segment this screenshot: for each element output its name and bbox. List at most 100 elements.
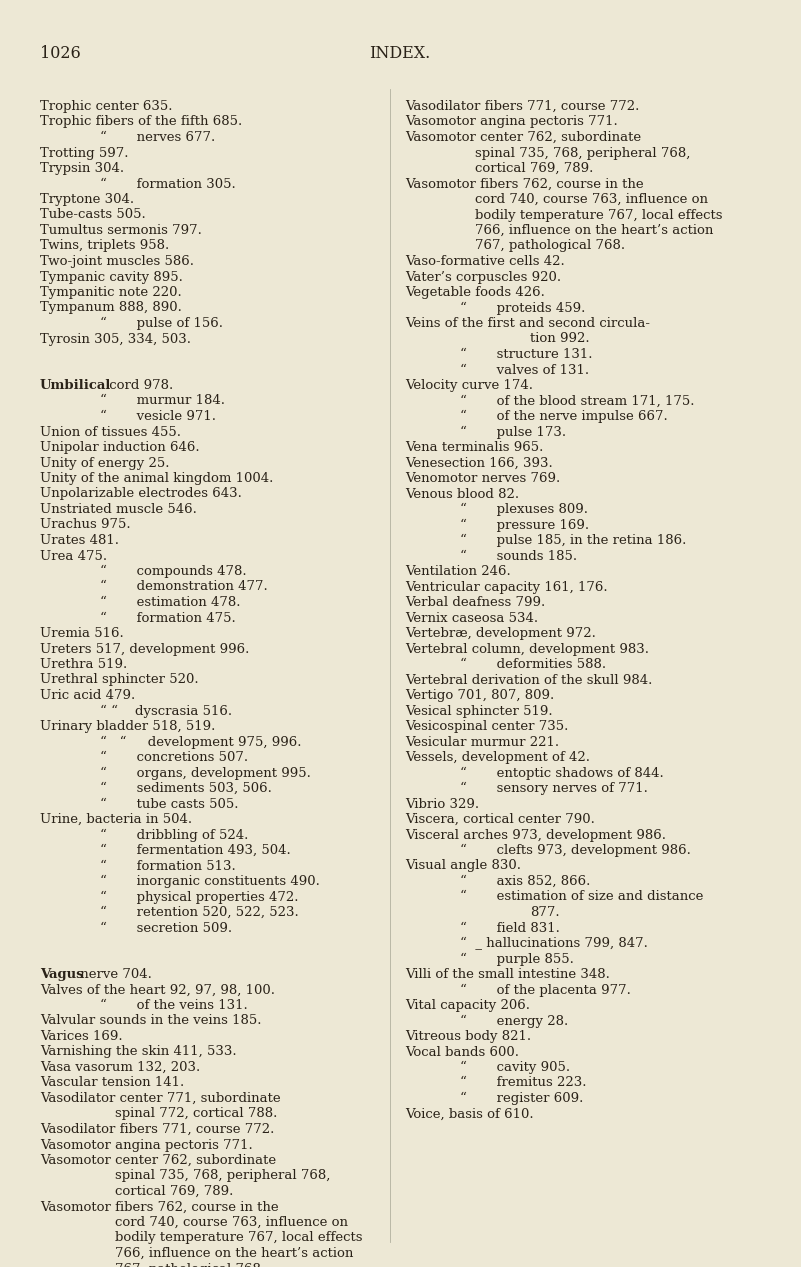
Text: Veins of the first and second circula-: Veins of the first and second circula- bbox=[405, 317, 650, 329]
Text: Unity of the animal kingdom 1004.: Unity of the animal kingdom 1004. bbox=[40, 473, 273, 485]
Text: Unity of energy 25.: Unity of energy 25. bbox=[40, 456, 170, 470]
Text: cord 740, course 763, influence on: cord 740, course 763, influence on bbox=[115, 1216, 348, 1229]
Text: “       fermentation 493, 504.: “ fermentation 493, 504. bbox=[100, 844, 291, 856]
Text: Trophic fibers of the fifth 685.: Trophic fibers of the fifth 685. bbox=[40, 115, 242, 128]
Text: “       pulse 173.: “ pulse 173. bbox=[460, 426, 566, 438]
Text: Voice, basis of 610.: Voice, basis of 610. bbox=[405, 1107, 533, 1120]
Text: Verbal deafness 799.: Verbal deafness 799. bbox=[405, 595, 545, 609]
Text: Twins, triplets 958.: Twins, triplets 958. bbox=[40, 239, 169, 252]
Text: “       murmur 184.: “ murmur 184. bbox=[100, 394, 225, 408]
Text: “       valves of 131.: “ valves of 131. bbox=[460, 364, 589, 376]
Text: Vesicular murmur 221.: Vesicular murmur 221. bbox=[405, 736, 559, 749]
Text: Villi of the small intestine 348.: Villi of the small intestine 348. bbox=[405, 968, 610, 981]
Text: 1026: 1026 bbox=[40, 46, 81, 62]
Text: Vertebral column, development 983.: Vertebral column, development 983. bbox=[405, 642, 649, 655]
Text: “       formation 475.: “ formation 475. bbox=[100, 612, 235, 625]
Text: Uric acid 479.: Uric acid 479. bbox=[40, 689, 135, 702]
Text: Trypsin 304.: Trypsin 304. bbox=[40, 162, 124, 175]
Text: 877.: 877. bbox=[530, 906, 560, 919]
Text: “       purple 855.: “ purple 855. bbox=[460, 953, 574, 965]
Text: “ “    dyscrasia 516.: “ “ dyscrasia 516. bbox=[100, 704, 232, 717]
Text: “       retention 520, 522, 523.: “ retention 520, 522, 523. bbox=[100, 906, 299, 919]
Text: Urine, bacteria in 504.: Urine, bacteria in 504. bbox=[40, 813, 192, 826]
Text: “   “     development 975, 996.: “ “ development 975, 996. bbox=[100, 736, 301, 749]
Text: Tympanum 888, 890.: Tympanum 888, 890. bbox=[40, 302, 182, 314]
Text: Vitreous body 821.: Vitreous body 821. bbox=[405, 1030, 531, 1043]
Text: Uremia 516.: Uremia 516. bbox=[40, 627, 123, 640]
Text: 766, influence on the heart’s action: 766, influence on the heart’s action bbox=[475, 224, 714, 237]
Text: Vasa vasorum 132, 203.: Vasa vasorum 132, 203. bbox=[40, 1060, 200, 1074]
Text: “       concretions 507.: “ concretions 507. bbox=[100, 751, 248, 764]
Text: Viscera, cortical center 790.: Viscera, cortical center 790. bbox=[405, 813, 595, 826]
Text: Visual angle 830.: Visual angle 830. bbox=[405, 859, 521, 873]
Text: “       estimation 478.: “ estimation 478. bbox=[100, 595, 240, 609]
Text: Vertebræ, development 972.: Vertebræ, development 972. bbox=[405, 627, 596, 640]
Text: “       pulse of 156.: “ pulse of 156. bbox=[100, 317, 223, 331]
Text: Tryptone 304.: Tryptone 304. bbox=[40, 193, 134, 207]
Text: Vital capacity 206.: Vital capacity 206. bbox=[405, 998, 530, 1012]
Text: Venous blood 82.: Venous blood 82. bbox=[405, 488, 519, 500]
Text: spinal 772, cortical 788.: spinal 772, cortical 788. bbox=[115, 1107, 277, 1120]
Text: cord 978.: cord 978. bbox=[105, 379, 173, 392]
Text: “       clefts 973, development 986.: “ clefts 973, development 986. bbox=[460, 844, 691, 858]
Text: Venomotor nerves 769.: Venomotor nerves 769. bbox=[405, 473, 560, 485]
Text: Valves of the heart 92, 97, 98, 100.: Valves of the heart 92, 97, 98, 100. bbox=[40, 983, 275, 997]
Text: “       axis 852, 866.: “ axis 852, 866. bbox=[460, 875, 590, 888]
Text: “       deformities 588.: “ deformities 588. bbox=[460, 658, 606, 672]
Text: Vena terminalis 965.: Vena terminalis 965. bbox=[405, 441, 543, 454]
Text: Union of tissues 455.: Union of tissues 455. bbox=[40, 426, 181, 438]
Text: Varices 169.: Varices 169. bbox=[40, 1030, 123, 1043]
Text: Vesicospinal center 735.: Vesicospinal center 735. bbox=[405, 720, 569, 734]
Text: “       of the placenta 977.: “ of the placenta 977. bbox=[460, 983, 631, 997]
Text: “       inorganic constituents 490.: “ inorganic constituents 490. bbox=[100, 875, 320, 888]
Text: Vesical sphincter 519.: Vesical sphincter 519. bbox=[405, 704, 553, 717]
Text: Trophic center 635.: Trophic center 635. bbox=[40, 100, 172, 113]
Text: “       of the veins 131.: “ of the veins 131. bbox=[100, 998, 248, 1012]
Text: cortical 769, 789.: cortical 769, 789. bbox=[475, 162, 594, 175]
Text: Urates 481.: Urates 481. bbox=[40, 533, 119, 547]
Text: 767, pathological 768.: 767, pathological 768. bbox=[475, 239, 625, 252]
Text: Venesection 166, 393.: Venesection 166, 393. bbox=[405, 456, 553, 470]
Text: Vegetable foods 426.: Vegetable foods 426. bbox=[405, 286, 545, 299]
Text: “       of the blood stream 171, 175.: “ of the blood stream 171, 175. bbox=[460, 394, 694, 408]
Text: Urachus 975.: Urachus 975. bbox=[40, 518, 131, 531]
Text: “       field 831.: “ field 831. bbox=[460, 921, 560, 935]
Text: “       plexuses 809.: “ plexuses 809. bbox=[460, 503, 588, 516]
Text: Vertebral derivation of the skull 984.: Vertebral derivation of the skull 984. bbox=[405, 674, 652, 687]
Text: “  _ hallucinations 799, 847.: “ _ hallucinations 799, 847. bbox=[460, 938, 648, 950]
Text: Vibrio 329.: Vibrio 329. bbox=[405, 797, 479, 811]
Text: Tympanitic note 220.: Tympanitic note 220. bbox=[40, 286, 182, 299]
Text: Unipolar induction 646.: Unipolar induction 646. bbox=[40, 441, 199, 454]
Text: “       demonstration 477.: “ demonstration 477. bbox=[100, 580, 268, 593]
Text: “       organs, development 995.: “ organs, development 995. bbox=[100, 767, 311, 779]
Text: Vasomotor center 762, subordinate: Vasomotor center 762, subordinate bbox=[405, 131, 641, 144]
Text: “       physical properties 472.: “ physical properties 472. bbox=[100, 891, 299, 903]
Text: “       nerves 677.: “ nerves 677. bbox=[100, 131, 215, 144]
Text: Vater’s corpuscles 920.: Vater’s corpuscles 920. bbox=[405, 270, 562, 284]
Text: “       sounds 185.: “ sounds 185. bbox=[460, 550, 578, 563]
Text: “       pulse 185, in the retina 186.: “ pulse 185, in the retina 186. bbox=[460, 533, 686, 547]
Text: “       structure 131.: “ structure 131. bbox=[460, 348, 593, 361]
Text: “       fremitus 223.: “ fremitus 223. bbox=[460, 1077, 586, 1090]
Text: Tube-casts 505.: Tube-casts 505. bbox=[40, 209, 146, 222]
Text: Two-joint muscles 586.: Two-joint muscles 586. bbox=[40, 255, 194, 269]
Text: Urethral sphincter 520.: Urethral sphincter 520. bbox=[40, 674, 199, 687]
Text: Vasomotor angina pectoris 771.: Vasomotor angina pectoris 771. bbox=[405, 115, 618, 128]
Text: Velocity curve 174.: Velocity curve 174. bbox=[405, 379, 533, 392]
Text: Vasodilator center 771, subordinate: Vasodilator center 771, subordinate bbox=[40, 1092, 280, 1105]
Text: cord 740, course 763, influence on: cord 740, course 763, influence on bbox=[475, 193, 708, 207]
Text: Tympanic cavity 895.: Tympanic cavity 895. bbox=[40, 270, 183, 284]
Text: Vasomotor fibers 762, course in the: Vasomotor fibers 762, course in the bbox=[40, 1201, 279, 1214]
Text: “       vesicle 971.: “ vesicle 971. bbox=[100, 411, 216, 423]
Text: “       estimation of size and distance: “ estimation of size and distance bbox=[460, 891, 703, 903]
Text: Vasodilator fibers 771, course 772.: Vasodilator fibers 771, course 772. bbox=[40, 1123, 275, 1136]
Text: Ventricular capacity 161, 176.: Ventricular capacity 161, 176. bbox=[405, 580, 608, 593]
Text: “       of the nerve impulse 667.: “ of the nerve impulse 667. bbox=[460, 411, 668, 423]
Text: Tumultus sermonis 797.: Tumultus sermonis 797. bbox=[40, 224, 202, 237]
Text: “       compounds 478.: “ compounds 478. bbox=[100, 565, 247, 578]
Text: Ventilation 246.: Ventilation 246. bbox=[405, 565, 511, 578]
Text: “       dribbling of 524.: “ dribbling of 524. bbox=[100, 829, 248, 841]
Text: Vascular tension 141.: Vascular tension 141. bbox=[40, 1077, 184, 1090]
Text: Trotting 597.: Trotting 597. bbox=[40, 147, 128, 160]
Text: Vernix caseosa 534.: Vernix caseosa 534. bbox=[405, 612, 538, 625]
